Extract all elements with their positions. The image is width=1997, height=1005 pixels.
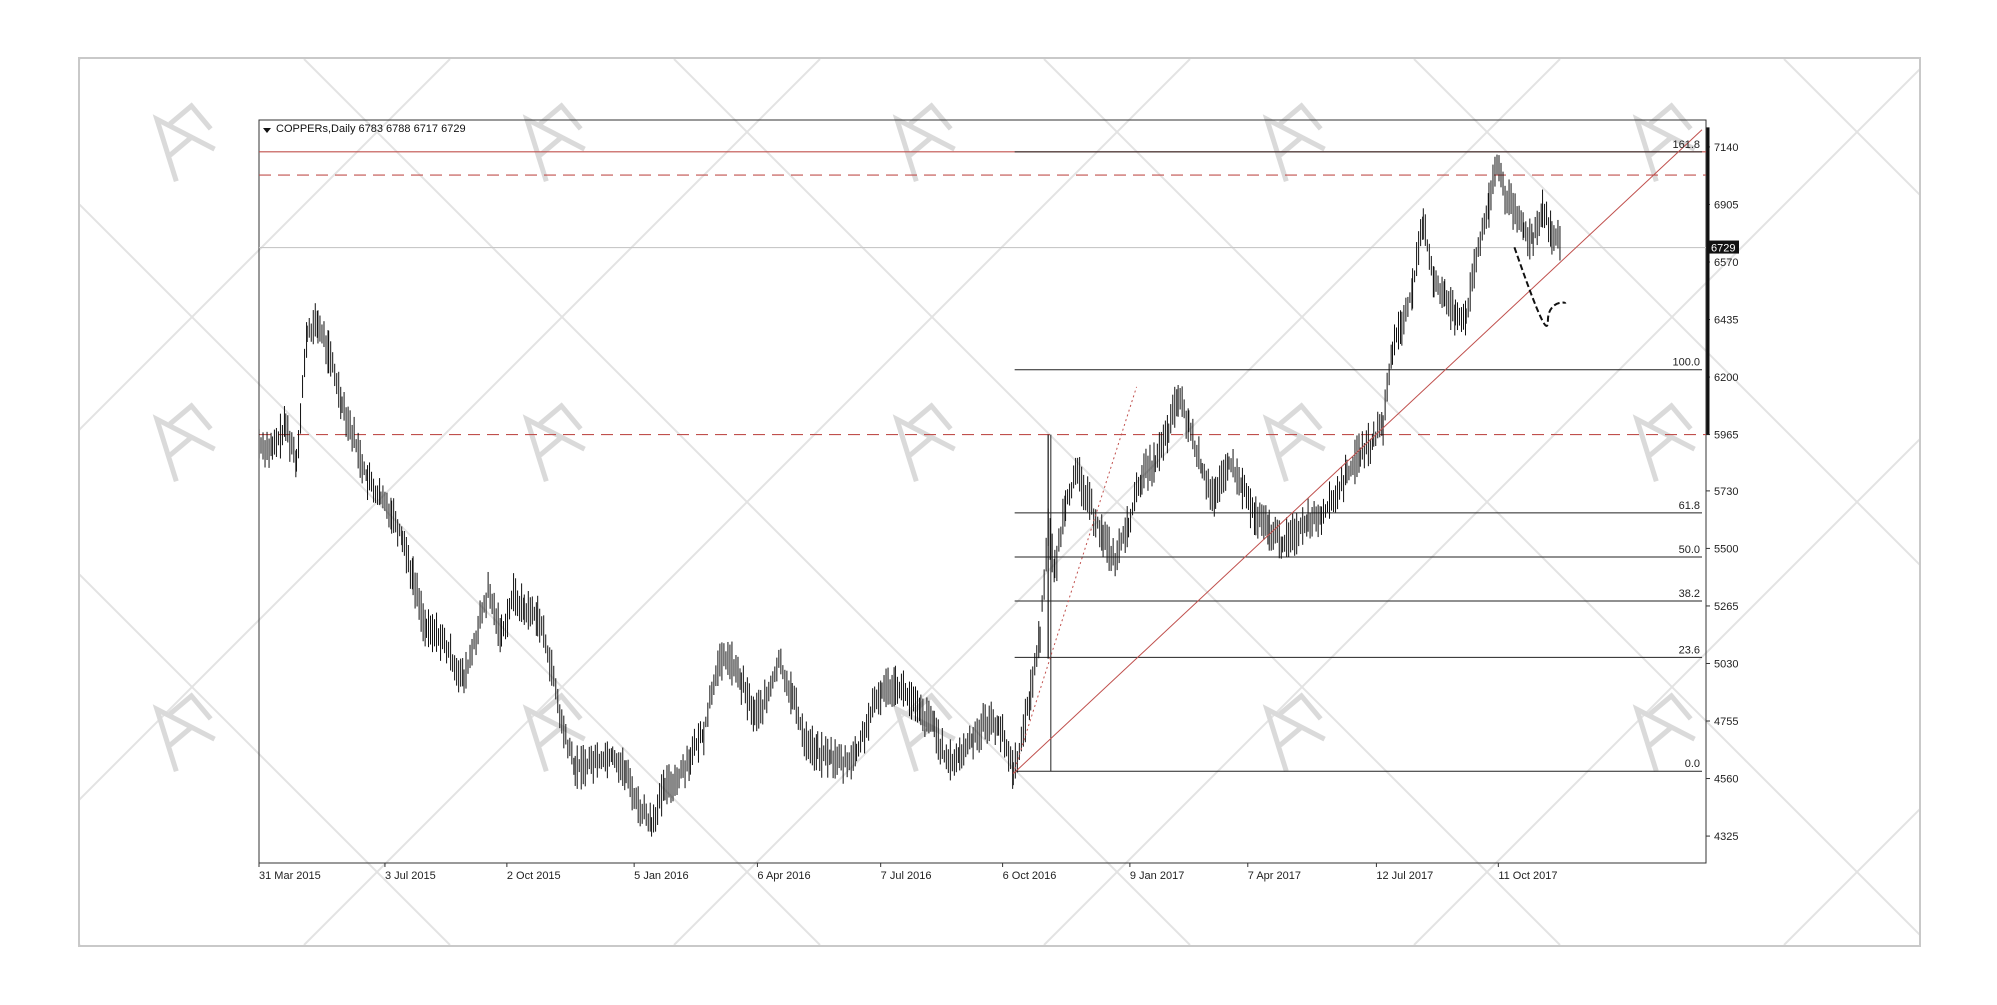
fib-level-label: 50.0 bbox=[1679, 544, 1700, 556]
forecast-curve bbox=[1513, 246, 1567, 327]
watermark-logo bbox=[152, 102, 216, 183]
fib-level-label: 23.6 bbox=[1679, 644, 1700, 656]
y-tick-label: 5500 bbox=[1714, 543, 1738, 555]
x-tick-label: 31 Mar 2015 bbox=[259, 870, 321, 882]
watermark-logo bbox=[522, 402, 586, 483]
watermark-logo-mark bbox=[1262, 402, 1326, 483]
watermark-logo bbox=[1632, 692, 1696, 773]
watermark-line bbox=[80, 573, 451, 945]
watermark-line bbox=[1043, 59, 1919, 936]
x-tick-label: 3 Jul 2015 bbox=[385, 870, 436, 882]
watermark-logo bbox=[892, 402, 956, 483]
fib-level-label: 38.2 bbox=[1679, 588, 1700, 600]
watermark-logo-mark bbox=[1262, 102, 1326, 183]
x-tick-label: 9 Jan 2017 bbox=[1130, 870, 1184, 882]
x-tick-label: 12 Jul 2017 bbox=[1376, 870, 1433, 882]
watermark-line bbox=[673, 59, 1561, 945]
watermark-line bbox=[1413, 438, 1919, 945]
y-tick-label: 4325 bbox=[1714, 831, 1738, 843]
y-tick-label: 5965 bbox=[1714, 430, 1738, 442]
x-tick-label: 6 Apr 2016 bbox=[757, 870, 810, 882]
y-axis: 4325 4560 4755 5030 5265 5500 5730 5965 6200 6435… bbox=[1706, 127, 1738, 843]
y-tick-label: 4755 bbox=[1714, 716, 1738, 728]
watermark-logo bbox=[892, 102, 956, 183]
fib-level-label: 0.0 bbox=[1685, 758, 1700, 770]
y-tick-label: 6435 bbox=[1714, 315, 1738, 327]
watermark-line bbox=[1783, 808, 1919, 945]
watermark-logo-mark bbox=[1632, 402, 1696, 483]
fib-level-label: 61.8 bbox=[1679, 500, 1700, 512]
y-tick-label: 6905 bbox=[1714, 199, 1738, 211]
watermark-logo bbox=[522, 102, 586, 183]
x-axis: 31 Mar 2015 3 Jul 2015 2 Oct 2015 5 Jan 201… bbox=[258, 863, 1557, 882]
watermark-logo-mark bbox=[1632, 692, 1696, 773]
chart-frame: 0.0 23.6 38.2 50.0 61.8 100.0 161.8 4325 4560 47… bbox=[78, 57, 1921, 947]
watermark-line bbox=[80, 59, 821, 801]
price-bars bbox=[259, 154, 1561, 837]
watermark-logo-mark bbox=[152, 692, 216, 773]
watermark-logo-mark bbox=[522, 402, 586, 483]
plot-area bbox=[258, 119, 1707, 864]
trend-lines bbox=[1012, 129, 1703, 775]
watermark-logo bbox=[152, 402, 216, 483]
watermark-line bbox=[80, 59, 451, 431]
watermark-logo-mark bbox=[892, 102, 956, 183]
watermark-logo bbox=[152, 692, 216, 773]
x-tick-label: 5 Jan 2016 bbox=[634, 870, 688, 882]
fibonacci-levels bbox=[1014, 151, 1702, 772]
fibonacci-labels: 0.0 23.6 38.2 50.0 61.8 100.0 161.8 bbox=[1672, 139, 1700, 770]
watermark-line bbox=[80, 203, 821, 945]
x-tick-label: 7 Jul 2016 bbox=[881, 870, 932, 882]
watermark-line bbox=[303, 59, 1191, 945]
y-tick-label: 5730 bbox=[1714, 486, 1738, 498]
y-tick-label: 6200 bbox=[1714, 372, 1738, 384]
watermark-line bbox=[1413, 59, 1919, 566]
y-tick-label: 6570 bbox=[1714, 257, 1738, 269]
title-dropdown-icon[interactable] bbox=[263, 128, 271, 133]
fib-level-label: 100.0 bbox=[1672, 357, 1700, 369]
watermark-logo bbox=[1632, 402, 1696, 483]
y-tick-label: 4560 bbox=[1714, 774, 1738, 786]
forecast-path bbox=[1513, 246, 1567, 327]
x-tick-label: 7 Apr 2017 bbox=[1248, 870, 1301, 882]
x-tick-label: 6 Oct 2016 bbox=[1003, 870, 1057, 882]
watermark-logo bbox=[1262, 402, 1326, 483]
support-trendline bbox=[1012, 129, 1703, 775]
watermark-line bbox=[1043, 68, 1919, 945]
chart-svg: 0.0 23.6 38.2 50.0 61.8 100.0 161.8 4325 4560 47… bbox=[80, 59, 1919, 945]
x-tick-label: 2 Oct 2015 bbox=[507, 870, 561, 882]
x-tick-label: 11 Oct 2017 bbox=[1498, 870, 1557, 882]
y-tick-label: 5265 bbox=[1714, 601, 1738, 613]
fib-level-label: 161.8 bbox=[1672, 139, 1700, 151]
watermark-line bbox=[1783, 59, 1919, 196]
chart-title: COPPERs,Daily 6783 6788 6717 6729 bbox=[276, 123, 466, 135]
y-tick-label: 7140 bbox=[1714, 142, 1738, 154]
watermark-logo-mark bbox=[152, 402, 216, 483]
y-tick-label: 5030 bbox=[1714, 658, 1738, 670]
watermark-logo-mark bbox=[522, 102, 586, 183]
watermark-logo-mark bbox=[1262, 692, 1326, 773]
watermark-logo-mark bbox=[892, 402, 956, 483]
watermark-logo bbox=[1262, 692, 1326, 773]
watermark-lattice bbox=[80, 59, 1919, 945]
current-price-label: 6729 bbox=[1711, 243, 1735, 255]
watermark-logo bbox=[1262, 102, 1326, 183]
watermark-logo-mark bbox=[152, 102, 216, 183]
plot-content bbox=[259, 129, 1706, 837]
current-price-marker: 6729 bbox=[1708, 240, 1739, 255]
